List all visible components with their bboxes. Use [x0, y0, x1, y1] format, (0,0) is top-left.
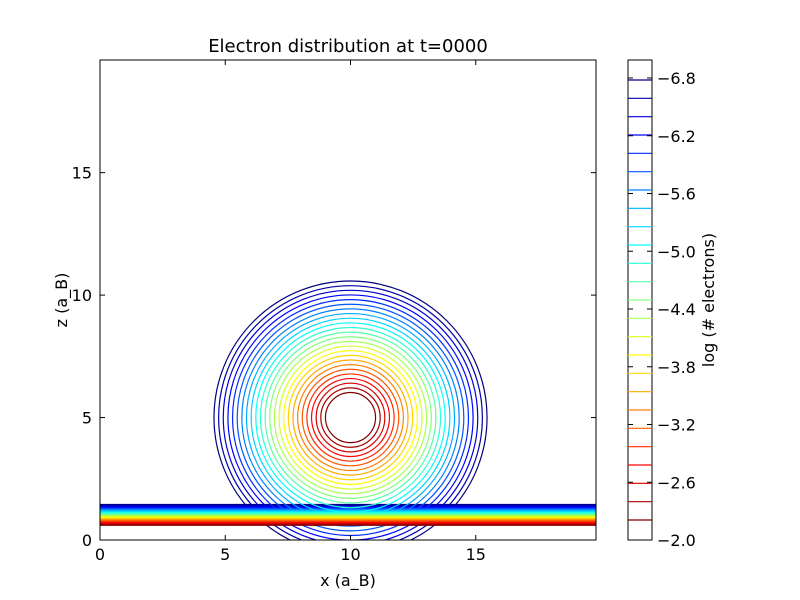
contour-circle: [310, 377, 391, 458]
y-tick-label: 15: [72, 164, 92, 183]
x-tick-label: 5: [220, 545, 230, 564]
colorbar-tick-label: −2.0: [657, 531, 696, 550]
contour-circle: [231, 299, 470, 537]
colorbar: −6.8 −6.2 −5.6 −5.0 −4.4 −3.8 −3.2 −2.6 −2.0: [627, 59, 696, 550]
plot-area: 0 5 10 15 0 5 10 15: [72, 59, 597, 564]
colorbar-label: log (# electrons): [699, 233, 718, 367]
contour-circle: [264, 331, 437, 504]
y-axis-label: z (a_B): [52, 273, 72, 328]
contour-circle: [250, 317, 451, 518]
colorbar-tick-label: −3.2: [657, 416, 696, 435]
x-tick-label: 15: [466, 545, 486, 564]
contour-circle: [296, 364, 405, 472]
colorbar-tick-label: −5.0: [657, 242, 696, 261]
contour-circle: [245, 312, 456, 523]
y-axis-ticks: 0 5 10 15: [72, 164, 596, 550]
contour-circle: [283, 350, 418, 486]
colorbar-ticks: −6.8 −6.2 −5.6 −5.0 −4.4 −3.8 −3.2 −2.6 −2.0: [628, 69, 696, 550]
contour-circle: [320, 387, 381, 448]
colorbar-tick-label: −2.6: [657, 473, 696, 492]
contour-circle: [227, 294, 474, 540]
contour-circle: [222, 289, 479, 540]
x-tick-label: 10: [340, 545, 360, 564]
contour-lines: [100, 280, 596, 540]
contour-circle: [273, 340, 428, 495]
y-tick-label: 10: [72, 286, 92, 305]
x-axis-ticks: 0 5 10 15: [95, 60, 486, 564]
contour-circle: [315, 382, 386, 453]
colorbar-tick-label: −6.8: [657, 69, 696, 88]
y-tick-label: 0: [82, 531, 92, 550]
contour-circle: [269, 336, 432, 499]
contour-circle: [236, 303, 465, 532]
colorbar-tick-label: −4.4: [657, 300, 696, 319]
contour-circle: [306, 373, 395, 462]
colorbar-tick-label: −6.2: [657, 127, 696, 146]
contour-circle: [213, 280, 488, 540]
plot-frame: [99, 59, 597, 541]
y-tick-label: 5: [82, 409, 92, 428]
contour-circle: [292, 359, 409, 476]
colorbar-tick-label: −5.6: [657, 185, 696, 204]
contour-circle: [259, 326, 442, 509]
contour-circle: [301, 368, 400, 467]
colorbar-level-lines: [628, 79, 652, 521]
contour-circle: [324, 391, 377, 444]
contour-circle: [241, 308, 460, 527]
x-tick-label: 0: [95, 545, 105, 564]
colorbar-tick-label: −3.8: [657, 358, 696, 377]
x-axis-label: x (a_B): [320, 571, 376, 591]
contour-circle: [287, 354, 414, 481]
contour-circle: [218, 285, 483, 540]
chart-title: Electron distribution at t=0000: [208, 36, 488, 57]
contour-circle: [278, 345, 423, 490]
